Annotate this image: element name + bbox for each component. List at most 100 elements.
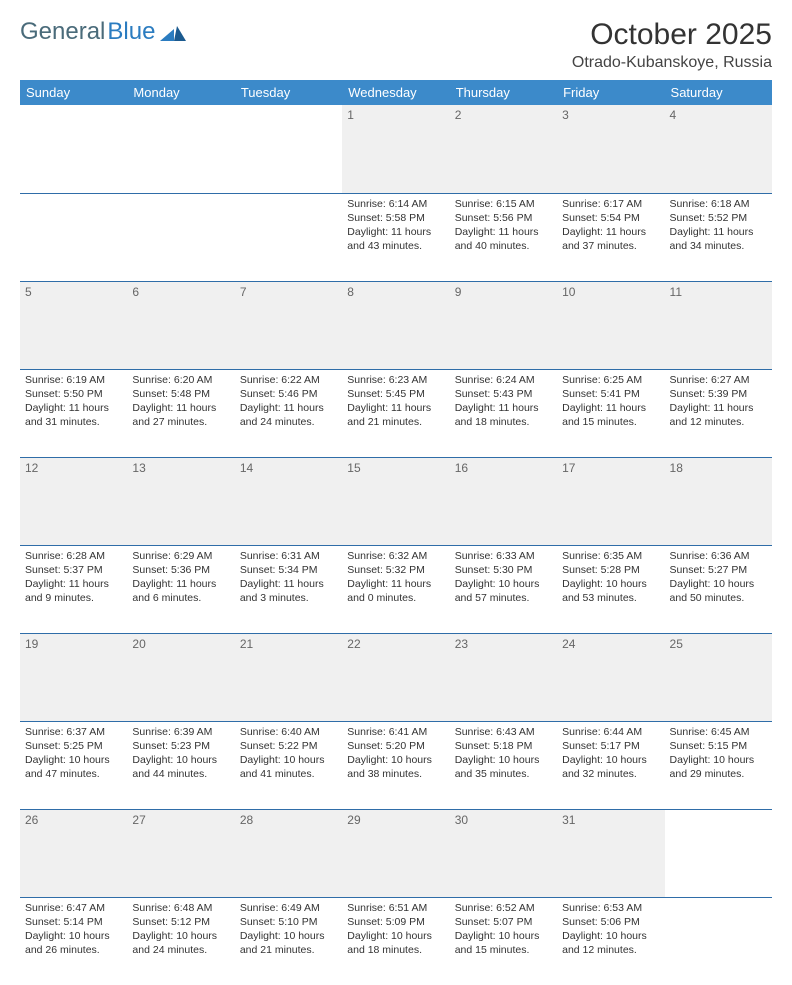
sunset-line: Sunset: 5:17 PM (562, 739, 659, 753)
logo-icon (160, 23, 186, 41)
day-cell: Sunrise: 6:43 AMSunset: 5:18 PMDaylight:… (450, 721, 557, 809)
sunset-line: Sunset: 5:18 PM (455, 739, 552, 753)
sunset-line: Sunset: 5:07 PM (455, 915, 552, 929)
sunrise-line: Sunrise: 6:33 AM (455, 549, 552, 563)
daylight-line: Daylight: 10 hours and 41 minutes. (240, 753, 337, 781)
weekday-header: Sunday (20, 80, 127, 105)
sunset-line: Sunset: 5:14 PM (25, 915, 122, 929)
sunset-line: Sunset: 5:28 PM (562, 563, 659, 577)
day-number-cell: 6 (127, 281, 234, 369)
daylight-line: Daylight: 10 hours and 12 minutes. (562, 929, 659, 957)
weekday-header: Wednesday (342, 80, 449, 105)
sunset-line: Sunset: 5:34 PM (240, 563, 337, 577)
daylight-line: Daylight: 10 hours and 21 minutes. (240, 929, 337, 957)
day-number-cell: 4 (665, 105, 772, 193)
day-number-cell: 18 (665, 457, 772, 545)
day-number-cell: 17 (557, 457, 664, 545)
sunset-line: Sunset: 5:09 PM (347, 915, 444, 929)
day-number-cell: 10 (557, 281, 664, 369)
sunrise-line: Sunrise: 6:14 AM (347, 197, 444, 211)
day-number-row: 19202122232425 (20, 633, 772, 721)
calendar-table: SundayMondayTuesdayWednesdayThursdayFrid… (20, 80, 772, 985)
day-number-cell: 3 (557, 105, 664, 193)
daylight-line: Daylight: 11 hours and 40 minutes. (455, 225, 552, 253)
sunrise-line: Sunrise: 6:52 AM (455, 901, 552, 915)
sunrise-line: Sunrise: 6:25 AM (562, 373, 659, 387)
logo: GeneralBlue (20, 18, 186, 46)
sunset-line: Sunset: 5:27 PM (670, 563, 767, 577)
day-number-cell: 13 (127, 457, 234, 545)
day-cell (20, 193, 127, 281)
day-cell: Sunrise: 6:14 AMSunset: 5:58 PMDaylight:… (342, 193, 449, 281)
day-cell: Sunrise: 6:31 AMSunset: 5:34 PMDaylight:… (235, 545, 342, 633)
sunrise-line: Sunrise: 6:44 AM (562, 725, 659, 739)
day-cell: Sunrise: 6:18 AMSunset: 5:52 PMDaylight:… (665, 193, 772, 281)
daylight-line: Daylight: 11 hours and 43 minutes. (347, 225, 444, 253)
sunset-line: Sunset: 5:56 PM (455, 211, 552, 225)
sunrise-line: Sunrise: 6:41 AM (347, 725, 444, 739)
day-cell: Sunrise: 6:36 AMSunset: 5:27 PMDaylight:… (665, 545, 772, 633)
sunrise-line: Sunrise: 6:18 AM (670, 197, 767, 211)
sunrise-line: Sunrise: 6:20 AM (132, 373, 229, 387)
sunset-line: Sunset: 5:12 PM (132, 915, 229, 929)
sunrise-line: Sunrise: 6:39 AM (132, 725, 229, 739)
daylight-line: Daylight: 11 hours and 37 minutes. (562, 225, 659, 253)
sunrise-line: Sunrise: 6:40 AM (240, 725, 337, 739)
day-number-cell: 19 (20, 633, 127, 721)
day-number-cell: 7 (235, 281, 342, 369)
day-number-cell: 1 (342, 105, 449, 193)
weekday-header: Thursday (450, 80, 557, 105)
daylight-line: Daylight: 11 hours and 34 minutes. (670, 225, 767, 253)
day-number-cell: 2 (450, 105, 557, 193)
daylight-line: Daylight: 10 hours and 44 minutes. (132, 753, 229, 781)
sunset-line: Sunset: 5:48 PM (132, 387, 229, 401)
day-cell: Sunrise: 6:51 AMSunset: 5:09 PMDaylight:… (342, 897, 449, 985)
day-number-cell: 26 (20, 809, 127, 897)
daylight-line: Daylight: 10 hours and 29 minutes. (670, 753, 767, 781)
daylight-line: Daylight: 11 hours and 12 minutes. (670, 401, 767, 429)
day-cell: Sunrise: 6:41 AMSunset: 5:20 PMDaylight:… (342, 721, 449, 809)
day-number-cell: 24 (557, 633, 664, 721)
day-cell: Sunrise: 6:25 AMSunset: 5:41 PMDaylight:… (557, 369, 664, 457)
day-cell: Sunrise: 6:45 AMSunset: 5:15 PMDaylight:… (665, 721, 772, 809)
day-cell: Sunrise: 6:23 AMSunset: 5:45 PMDaylight:… (342, 369, 449, 457)
sunset-line: Sunset: 5:22 PM (240, 739, 337, 753)
week-row: Sunrise: 6:19 AMSunset: 5:50 PMDaylight:… (20, 369, 772, 457)
day-cell: Sunrise: 6:27 AMSunset: 5:39 PMDaylight:… (665, 369, 772, 457)
weekday-header: Tuesday (235, 80, 342, 105)
day-number-cell: 21 (235, 633, 342, 721)
title-block: October 2025 Otrado-Kubanskoye, Russia (572, 18, 772, 72)
day-number-cell: 11 (665, 281, 772, 369)
daylight-line: Daylight: 11 hours and 9 minutes. (25, 577, 122, 605)
day-cell: Sunrise: 6:52 AMSunset: 5:07 PMDaylight:… (450, 897, 557, 985)
daylight-line: Daylight: 11 hours and 0 minutes. (347, 577, 444, 605)
day-cell: Sunrise: 6:17 AMSunset: 5:54 PMDaylight:… (557, 193, 664, 281)
sunset-line: Sunset: 5:30 PM (455, 563, 552, 577)
day-number-cell: 30 (450, 809, 557, 897)
day-cell: Sunrise: 6:44 AMSunset: 5:17 PMDaylight:… (557, 721, 664, 809)
week-row: Sunrise: 6:37 AMSunset: 5:25 PMDaylight:… (20, 721, 772, 809)
sunrise-line: Sunrise: 6:49 AM (240, 901, 337, 915)
sunrise-line: Sunrise: 6:48 AM (132, 901, 229, 915)
sunset-line: Sunset: 5:20 PM (347, 739, 444, 753)
sunrise-line: Sunrise: 6:19 AM (25, 373, 122, 387)
sunset-line: Sunset: 5:43 PM (455, 387, 552, 401)
day-number-cell: 5 (20, 281, 127, 369)
sunrise-line: Sunrise: 6:31 AM (240, 549, 337, 563)
day-number-row: 262728293031 (20, 809, 772, 897)
day-number-cell: 14 (235, 457, 342, 545)
sunset-line: Sunset: 5:23 PM (132, 739, 229, 753)
day-cell: Sunrise: 6:37 AMSunset: 5:25 PMDaylight:… (20, 721, 127, 809)
sunset-line: Sunset: 5:36 PM (132, 563, 229, 577)
day-number-cell: 16 (450, 457, 557, 545)
day-cell: Sunrise: 6:29 AMSunset: 5:36 PMDaylight:… (127, 545, 234, 633)
weekday-header-row: SundayMondayTuesdayWednesdayThursdayFrid… (20, 80, 772, 105)
daylight-line: Daylight: 11 hours and 6 minutes. (132, 577, 229, 605)
day-cell (127, 193, 234, 281)
daylight-line: Daylight: 10 hours and 24 minutes. (132, 929, 229, 957)
day-cell (665, 897, 772, 985)
sunrise-line: Sunrise: 6:36 AM (670, 549, 767, 563)
day-cell: Sunrise: 6:47 AMSunset: 5:14 PMDaylight:… (20, 897, 127, 985)
day-cell: Sunrise: 6:32 AMSunset: 5:32 PMDaylight:… (342, 545, 449, 633)
daylight-line: Daylight: 11 hours and 18 minutes. (455, 401, 552, 429)
